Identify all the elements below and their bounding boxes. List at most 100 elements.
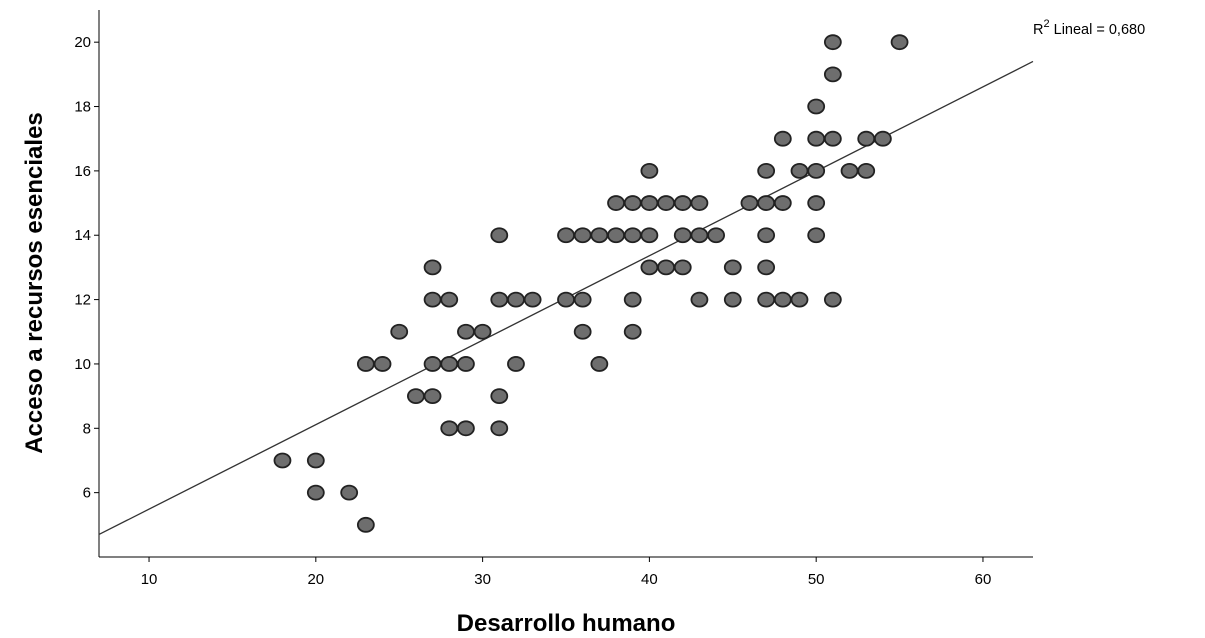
data-point (840, 162, 859, 179)
data-point (823, 34, 842, 51)
data-point (373, 356, 392, 372)
data-point (590, 227, 609, 244)
data-point (440, 420, 459, 437)
data-point (657, 259, 675, 276)
data-point (356, 516, 375, 533)
data-point (423, 291, 442, 308)
data-point (757, 259, 776, 276)
data-points (273, 34, 909, 533)
data-point (723, 291, 742, 308)
data-point (823, 66, 842, 83)
y-tick-label: 6 (83, 485, 91, 502)
x-tick-label: 30 (474, 571, 491, 588)
y-tick-label: 20 (74, 34, 91, 51)
x-tick-label: 40 (641, 571, 658, 588)
data-point (507, 356, 525, 372)
data-point (807, 130, 826, 147)
data-point (873, 130, 892, 147)
data-point (590, 356, 609, 372)
data-point (690, 227, 709, 244)
data-point (823, 291, 842, 308)
data-point (857, 162, 876, 179)
data-point (523, 291, 542, 308)
data-point (757, 195, 776, 211)
data-point (340, 484, 359, 501)
data-point (573, 227, 592, 244)
data-point (490, 388, 509, 405)
x-tick-label: 10 (141, 571, 158, 588)
data-point (390, 323, 409, 340)
data-point (757, 291, 776, 308)
data-point (356, 356, 375, 372)
data-point (457, 323, 475, 340)
data-point (557, 291, 575, 308)
data-point (406, 388, 425, 405)
data-point (490, 420, 509, 437)
data-point (673, 195, 692, 211)
x-ticks: 10 20 30 40 50 60 (141, 557, 992, 588)
data-point (507, 291, 525, 308)
data-point (640, 195, 659, 211)
data-point (807, 98, 826, 115)
x-tick-label: 50 (808, 571, 825, 588)
data-point (657, 195, 675, 211)
y-tick-label: 18 (74, 99, 91, 116)
y-tick-label: 14 (74, 227, 91, 244)
data-point (423, 388, 442, 405)
y-tick-label: 8 (83, 420, 91, 437)
data-point (857, 130, 876, 147)
data-point (623, 291, 642, 308)
data-point (640, 259, 659, 276)
x-axis-title: Desarrollo humano (457, 610, 676, 637)
data-point (306, 484, 325, 501)
data-point (740, 195, 759, 211)
data-point (707, 227, 726, 244)
data-point (773, 195, 792, 211)
data-point (807, 162, 826, 179)
y-tick-label: 12 (74, 292, 91, 309)
data-point (773, 291, 792, 308)
data-point (457, 356, 475, 372)
data-point (273, 452, 292, 469)
data-point (440, 291, 459, 308)
data-point (557, 227, 575, 244)
data-point (607, 195, 625, 211)
data-point (807, 227, 826, 244)
data-point (490, 291, 509, 308)
data-point (823, 130, 842, 147)
y-tick-label: 16 (74, 163, 91, 180)
axes (98, 10, 1033, 558)
y-axis-title: Acceso a recursos esenciales (21, 112, 48, 454)
y-tick-label: 10 (74, 356, 91, 373)
data-point (673, 259, 692, 276)
data-point (423, 259, 442, 276)
data-point (423, 356, 442, 372)
data-point (623, 195, 642, 211)
data-point (473, 323, 492, 340)
data-point (790, 291, 809, 308)
data-point (807, 195, 826, 211)
data-point (690, 291, 709, 308)
data-point (757, 227, 776, 244)
data-point (623, 323, 642, 340)
data-point (773, 130, 792, 147)
data-point (457, 420, 475, 437)
data-point (640, 162, 659, 179)
data-point (607, 227, 625, 244)
data-point (757, 162, 776, 179)
data-point (490, 227, 509, 244)
data-point (573, 291, 592, 308)
data-point (440, 356, 459, 372)
data-point (640, 227, 659, 244)
data-point (623, 227, 642, 244)
data-point (306, 452, 325, 469)
data-point (690, 195, 709, 211)
x-tick-label: 60 (975, 571, 992, 588)
data-point (890, 34, 909, 51)
data-point (790, 162, 809, 179)
data-point (723, 259, 742, 276)
data-point (673, 227, 692, 244)
x-tick-label: 20 (307, 571, 324, 588)
y-ticks: 6 8 10 12 14 16 18 20 (74, 34, 99, 502)
